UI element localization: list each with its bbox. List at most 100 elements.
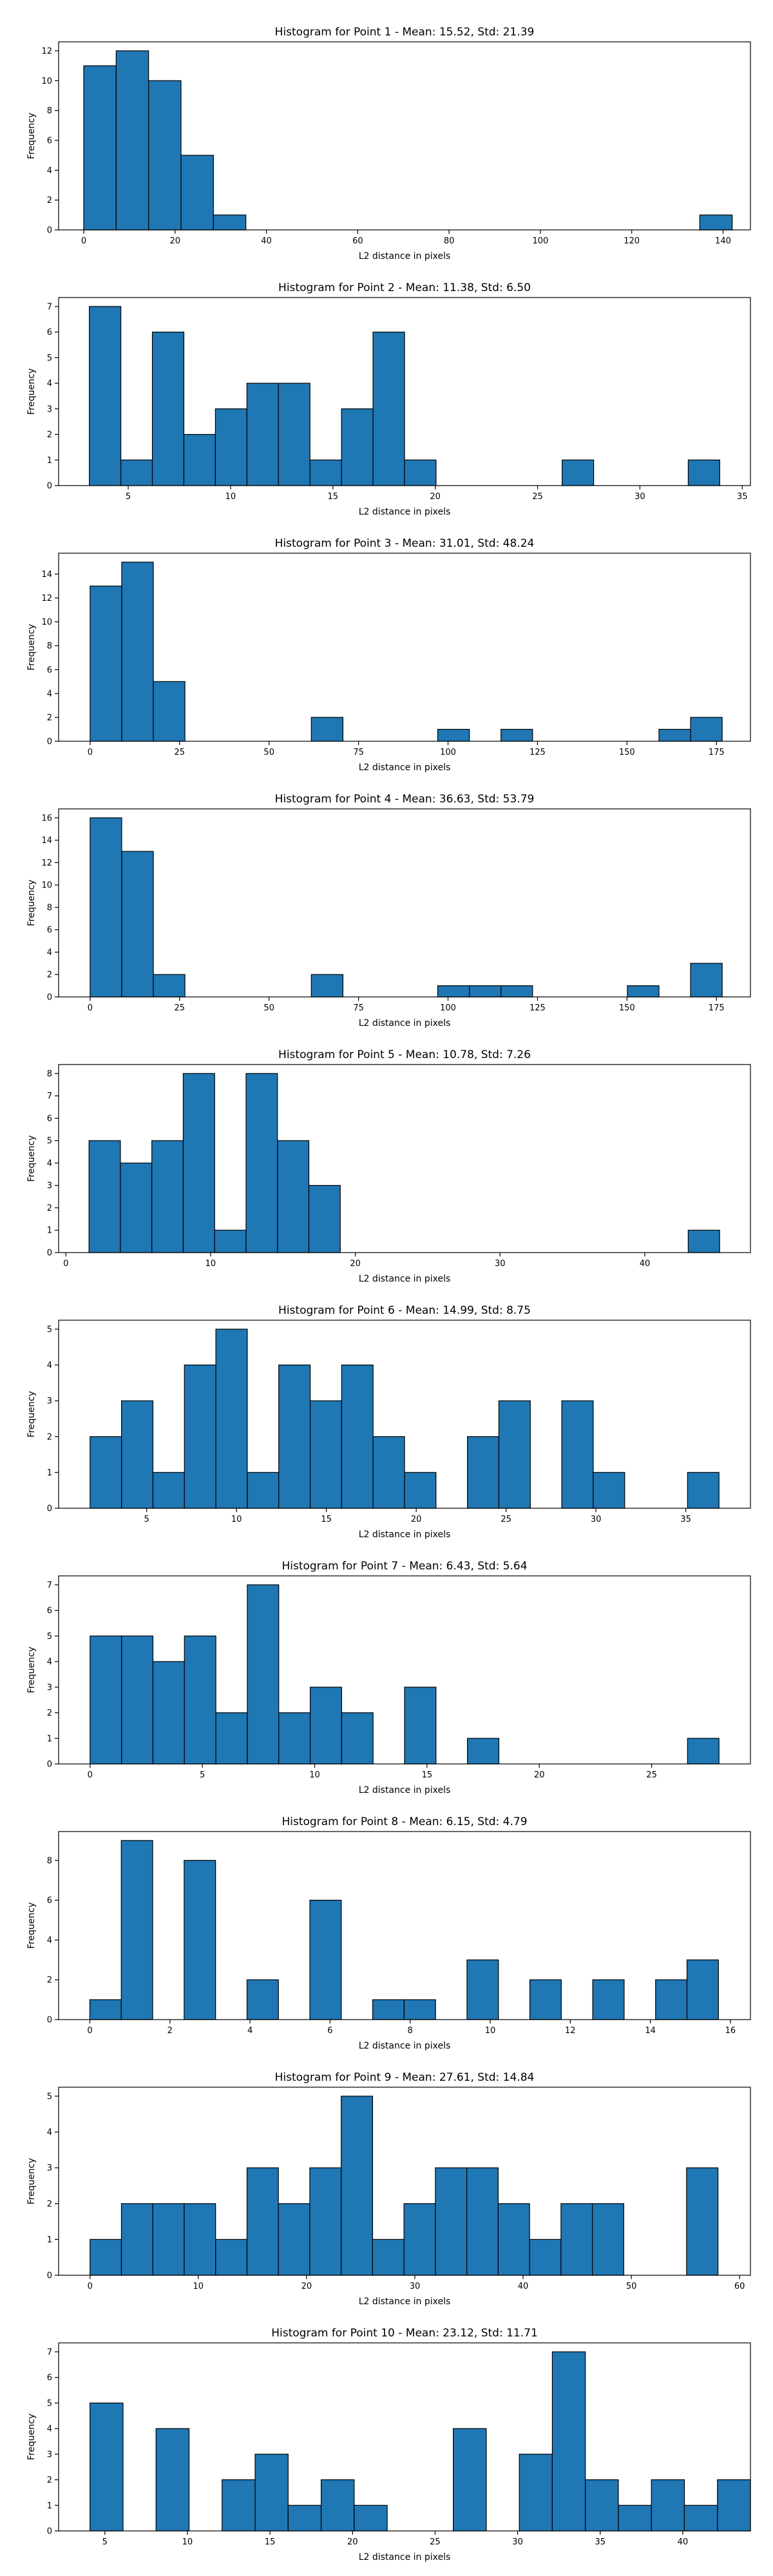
y-tick-label: 0 [47,737,52,747]
x-axis-label: L2 distance in pixels [359,2297,451,2307]
y-tick-label: 4 [47,689,52,699]
histogram-bar [214,1229,247,1253]
x-tick-label: 35 [680,1515,691,1524]
y-tick-label: 2 [47,1204,52,1213]
y-tick-label: 3 [47,1683,52,1692]
chart-title: Histogram for Point 3 - Mean: 31.01, Std… [275,537,535,550]
histogram-bar [120,1162,153,1253]
bars [89,306,720,486]
y-tick-label: 0 [47,2016,52,2025]
histogram-bar [90,2239,122,2276]
y-tick-label: 10 [41,881,52,891]
bars [90,562,723,742]
x-tick-label: 20 [301,2282,312,2291]
histogram-bar [121,562,154,742]
y-tick-label: 2 [47,1432,52,1442]
y-tick-label: 3 [47,1397,52,1406]
y-tick-label: 4 [47,166,52,176]
histogram-panel-4: Histogram for Point 4 - Mean: 36.63, Std… [26,793,751,1028]
histogram-panel-3: Histogram for Point 3 - Mean: 31.01, Std… [26,537,751,773]
axes-frame [58,2342,751,2532]
x-tick-label: 10 [309,1770,320,1780]
histogram-bar [320,2479,355,2532]
histogram-bar [618,2505,652,2532]
histogram-bar [309,459,342,486]
y-tick-label: 6 [47,1114,52,1124]
y-tick-label: 14 [41,836,52,846]
x-tick-label: 20 [411,1515,422,1524]
x-axis-label: L2 distance in pixels [359,1785,451,1795]
y-axis-label: Frequency [26,113,37,159]
histogram-bar [246,1979,279,2020]
histogram-panel-2: Histogram for Point 2 - Mean: 11.38, Std… [26,281,751,517]
x-tick-label: 125 [530,1003,546,1013]
y-tick-label: 4 [47,2425,52,2434]
x-tick-label: 50 [626,2282,637,2291]
histogram-bar [151,332,185,486]
x-tick-label: 150 [619,1003,635,1013]
histogram-bar [341,1712,374,1765]
x-tick-label: 30 [591,1515,602,1524]
histogram-bar [372,1999,405,2020]
y-tick-label: 14 [41,570,52,580]
x-axis-label: L2 distance in pixels [359,1274,451,1284]
y-tick-label: 0 [47,993,52,1003]
histogram-bar [687,1738,720,1765]
chart-title: Histogram for Point 7 - Mean: 6.43, Std:… [282,1560,527,1573]
histogram-bar [529,2239,562,2276]
y-tick-label: 7 [47,1092,52,1101]
y-axis-label: Frequency [26,2414,37,2460]
y-tick-label: 3 [47,2164,52,2174]
histogram-bar [309,1687,342,1765]
x-tick-label: 20 [347,2537,358,2547]
histogram-bar [247,1472,280,1509]
histogram-bar [184,1860,216,2020]
histogram-bar [90,1436,122,1509]
y-tick-label: 7 [47,302,52,312]
y-tick-label: 0 [47,226,52,236]
x-tick-label: 15 [422,1770,433,1780]
histogram-bar [120,459,153,486]
x-tick-label: 25 [646,1770,657,1780]
y-tick-label: 0 [47,1249,52,1258]
x-tick-label: 0 [88,1003,93,1013]
x-axis-label: L2 distance in pixels [359,507,451,517]
histogram-bar [469,985,502,998]
y-tick-label: 1 [47,1734,52,1744]
histogram-bar [90,1635,122,1765]
y-tick-label: 5 [47,2092,52,2101]
y-tick-label: 10 [41,618,52,627]
histogram-bar [183,433,216,486]
histogram-bar [501,985,533,998]
x-tick-label: 120 [624,236,640,246]
histogram-bar [404,1472,437,1509]
x-tick-label: 30 [410,2282,421,2291]
y-tick-label: 0 [47,1504,52,1514]
chart-title: Histogram for Point 5 - Mean: 10.78, Std… [278,1048,531,1061]
bars [90,1584,720,1765]
histogram-bar [215,2239,248,2276]
y-tick-label: 0 [47,2527,52,2537]
histogram-bar [287,2505,322,2532]
y-tick-label: 2 [47,1709,52,1718]
histogram-panel-6: Histogram for Point 6 - Mean: 14.99, Std… [26,1304,751,1540]
x-tick-label: 0 [88,1770,93,1780]
axes-frame [58,297,751,486]
histogram-bar [90,585,122,742]
histogram-bar [466,1959,499,2020]
histogram-bar [121,851,154,998]
y-tick-label: 2 [47,196,52,205]
bars [90,1329,720,1509]
x-tick-label: 2 [167,2026,173,2036]
y-axis-label: Frequency [26,1391,37,1437]
x-tick-label: 25 [532,492,543,502]
histogram-bar [89,1999,122,2020]
y-tick-label: 4 [47,948,52,958]
histogram-bar [215,1712,248,1765]
y-tick-label: 5 [47,2399,52,2409]
histogram-bar [120,1840,153,2020]
y-axis-label: Frequency [26,1902,37,1949]
x-tick-label: 80 [444,236,455,246]
histogram-bar [152,1472,185,1509]
histogram-bar [501,728,533,742]
